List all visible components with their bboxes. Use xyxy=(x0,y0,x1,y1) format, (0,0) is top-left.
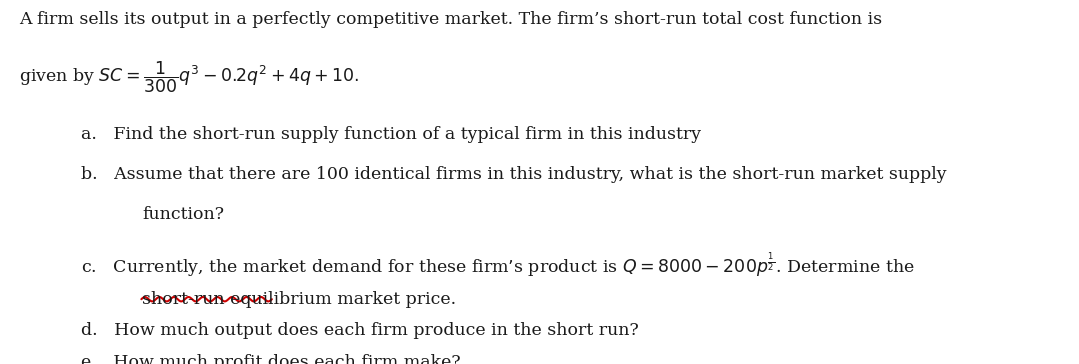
Text: e.   How much profit does each firm make?: e. How much profit does each firm make? xyxy=(81,354,461,364)
Text: short-run equilibrium market price.: short-run equilibrium market price. xyxy=(142,291,456,308)
Text: given by $SC = \dfrac{1}{300}q^3 - 0.2q^2 + 4q + 10.$: given by $SC = \dfrac{1}{300}q^3 - 0.2q^… xyxy=(19,60,359,95)
Text: d.   How much output does each firm produce in the short run?: d. How much output does each firm produc… xyxy=(81,322,639,339)
Text: function?: function? xyxy=(142,206,224,223)
Text: A firm sells its output in a perfectly competitive market. The firm’s short-run : A firm sells its output in a perfectly c… xyxy=(19,11,883,28)
Text: b.   Assume that there are 100 identical firms in this industry, what is the sho: b. Assume that there are 100 identical f… xyxy=(81,166,946,183)
Text: c.   Currently, the market demand for these firm’s product is $Q = 8000 - 200p^{: c. Currently, the market demand for thes… xyxy=(81,251,915,279)
Text: a.   Find the short-run supply function of a typical firm in this industry: a. Find the short-run supply function of… xyxy=(81,126,701,143)
